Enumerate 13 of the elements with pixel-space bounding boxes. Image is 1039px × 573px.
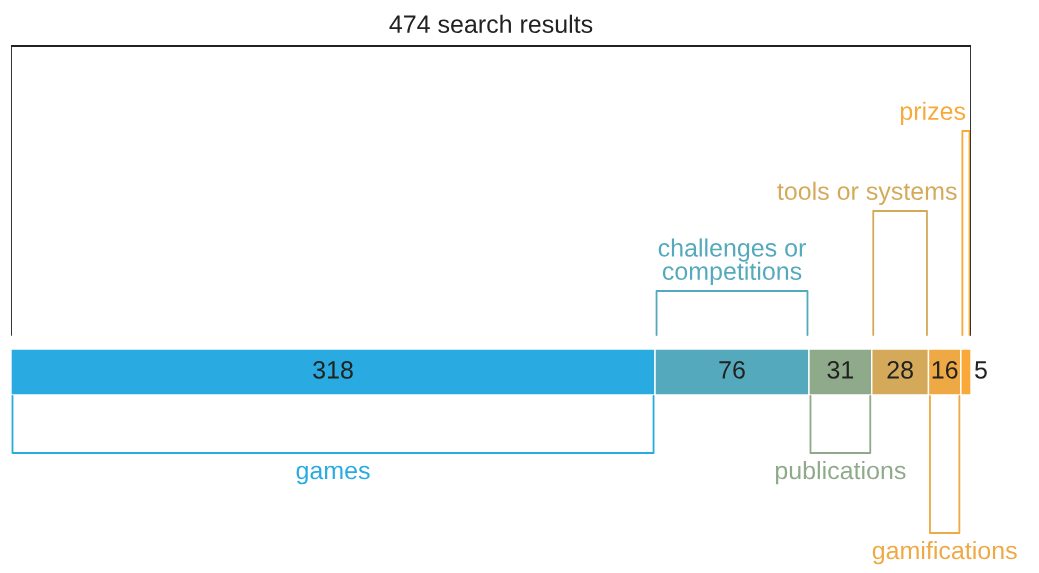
legend-label: publications: [775, 461, 906, 485]
text: prizes: [900, 101, 966, 125]
data-label: 318: [313, 361, 353, 379]
text: tools or systems: [777, 181, 957, 205]
text: games: [296, 465, 370, 485]
text: gamifications: [872, 541, 1017, 565]
text: 474 search results: [389, 14, 593, 34]
data-label: 31: [827, 361, 854, 379]
data-label: 76: [719, 361, 745, 379]
data-label: 28: [887, 361, 913, 379]
data-label: 16: [932, 361, 958, 379]
text: challenges or competitions: [658, 238, 806, 285]
data-label: 5: [975, 361, 987, 379]
